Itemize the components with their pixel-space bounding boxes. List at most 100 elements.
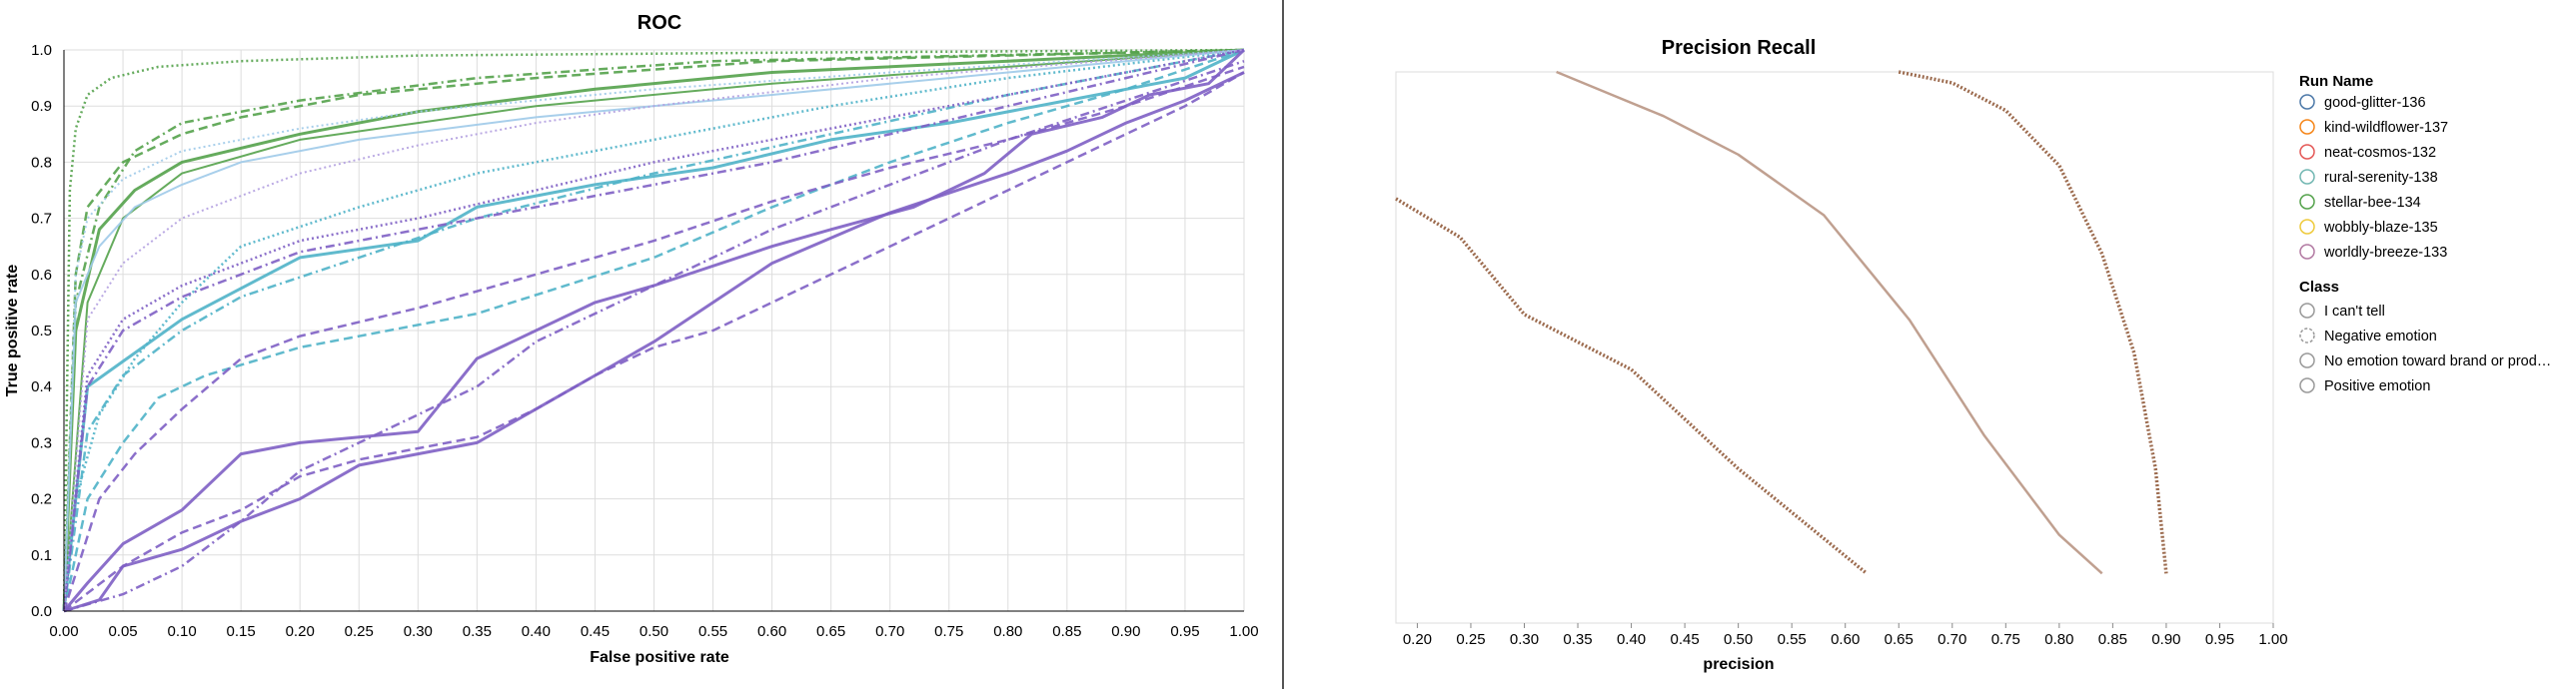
roc-y-tick-label: 0.4 [31,378,52,395]
legend-class-label[interactable]: I can't tell [2324,304,2385,320]
roc-series [62,48,1246,613]
roc-series-line [63,49,1245,612]
roc-x-tick-label: 0.00 [49,623,78,640]
roc-x-ticks: 0.00 0.05 0.10 0.15 0.20 0.25 0.30 0.35 0.40 0.45… [49,623,1258,640]
legend-class-label[interactable]: Positive emotion [2324,378,2430,394]
roc-series-line [62,48,1245,612]
roc-y-tick-label: 0.7 [31,211,52,228]
legend-run-symbol[interactable] [2299,144,2315,160]
roc-series-line [62,48,1245,612]
roc-x-tick-label: 0.20 [286,623,315,640]
roc-x-tick-label: 0.65 [816,623,845,640]
legend-class-entries: I can't tell Negative emotion No emotion t… [2299,303,2551,394]
legend-class-symbol[interactable] [2299,352,2315,368]
pr-x-tick-label: 0.50 [1724,631,1753,648]
legend-class-symbol[interactable] [2299,328,2315,344]
roc-y-tick-label: 0.6 [31,267,52,284]
legend-run-symbol[interactable] [2299,169,2315,185]
roc-y-tick-label: 0.1 [31,547,52,564]
pr-x-tick-label: 0.45 [1670,631,1699,648]
roc-x-tick-label: 0.55 [698,623,727,640]
pr-x-tick-label: 0.85 [2098,631,2127,648]
legend-class-symbol[interactable] [2299,377,2315,393]
roc-x-tick-label: 0.60 [757,623,786,640]
roc-x-tick-label: 0.95 [1170,623,1199,640]
legend-class-label[interactable]: Negative emotion [2324,329,2437,344]
roc-y-axis-title: True positive rate [4,265,21,397]
legend-run-symbol[interactable] [2299,94,2315,110]
legend-run-title: Run Name [2299,73,2373,90]
pr-x-tick-label: 0.55 [1778,631,1807,648]
roc-x-tick-label: 0.80 [993,623,1022,640]
pr-x-tick-label: 0.90 [2151,631,2180,648]
pr-x-tick-label: 0.20 [1403,631,1432,648]
roc-x-tick-label: 0.75 [934,623,963,640]
pr-x-tick-label: 0.25 [1456,631,1485,648]
roc-x-tick-label: 0.10 [167,623,196,640]
pr-x-tick-label: 0.30 [1510,631,1539,648]
pr-x-tick-label: 0.95 [2205,631,2234,648]
pr-x-tick-label: 1.00 [2258,631,2287,648]
roc-series-line [62,48,1245,612]
precision-recall-chart: Precision Recall 0.20 0.25 0.30 0.35 0.40 0.4… [1395,37,2288,673]
pr-series-line [1556,70,2103,575]
roc-series-line [62,48,1245,612]
legend-run-entries: good-glitter-136 kind-wildflower-137 neat-… [2299,94,2448,261]
pr-series-line [1395,197,1869,575]
roc-x-tick-label: 0.45 [581,623,610,640]
roc-x-tick-label: 0.15 [227,623,256,640]
roc-x-tick-label: 1.00 [1229,623,1258,640]
pr-x-tick-label: 0.40 [1617,631,1646,648]
roc-series-line [63,49,1245,612]
legend-run-symbol[interactable] [2299,244,2315,260]
pr-series [1395,70,2168,575]
roc-x-tick-label: 0.50 [640,623,668,640]
roc-x-tick-label: 0.30 [404,623,433,640]
pr-x-tick-label: 0.80 [2044,631,2073,648]
roc-series-line [62,48,1245,612]
pr-plot-frame [1395,71,2274,624]
roc-y-tick-label: 0.8 [31,154,52,171]
roc-y-tick-label: 0.9 [31,98,52,115]
legend-run-label[interactable]: neat-cosmos-132 [2324,145,2436,161]
roc-y-ticks: 0.0 0.1 0.2 0.3 0.4 0.5 0.6 0.7 0.8 0.9 1.0 [31,42,52,620]
roc-y-tick-label: 0.3 [31,434,52,451]
pr-x-ticks: 0.20 0.25 0.30 0.35 0.40 0.45 0.50 0.55 0.60 0.65… [1403,623,2288,648]
legend: Run Name good-glitter-136 kind-wildflower… [2299,73,2551,394]
pr-x-tick-label: 0.70 [1937,631,1966,648]
roc-y-tick-label: 0.0 [31,603,52,620]
roc-y-tick-label: 0.5 [31,323,52,340]
pr-x-axis-title: precision [1703,656,1774,673]
legend-run-symbol[interactable] [2299,119,2315,135]
legend-class-symbol[interactable] [2299,303,2315,319]
legend-run-label[interactable]: worldly-breeze-133 [2323,245,2447,261]
roc-title: ROC [638,12,681,34]
legend-run-symbol[interactable] [2299,194,2315,210]
legend-run-label[interactable]: kind-wildflower-137 [2324,120,2448,136]
roc-series-line [62,48,1245,612]
legend-run-label[interactable]: rural-serenity-138 [2324,170,2438,186]
roc-x-tick-label: 0.70 [875,623,904,640]
legend-run-label[interactable]: stellar-bee-134 [2324,195,2421,211]
pr-title: Precision Recall [1662,37,1817,59]
roc-y-tick-label: 1.0 [31,42,52,59]
roc-x-tick-label: 0.25 [345,623,374,640]
roc-series-line [62,48,1245,612]
roc-x-tick-label: 0.40 [522,623,551,640]
legend-class-title: Class [2299,279,2339,296]
legend-class-label[interactable]: No emotion toward brand or prod… [2324,353,2551,369]
roc-x-tick-label: 0.35 [463,623,492,640]
roc-x-tick-label: 0.05 [108,623,137,640]
legend-run-label[interactable]: good-glitter-136 [2324,95,2426,111]
roc-series-line [63,49,1245,612]
pr-x-tick-label: 0.65 [1885,631,1914,648]
roc-series-line [63,71,1245,612]
roc-x-axis-title: False positive rate [590,649,729,666]
roc-chart: ROC 0.00 0.05 0.10 0.15 0.20 0.25 0.30 0.35 0.40… [4,12,1259,666]
roc-series-line [62,48,1245,612]
pr-x-tick-label: 0.75 [1991,631,2020,648]
legend-run-symbol[interactable] [2299,219,2315,235]
legend-run-label[interactable]: wobbly-blaze-135 [2323,220,2438,236]
roc-series-line [63,60,1245,613]
